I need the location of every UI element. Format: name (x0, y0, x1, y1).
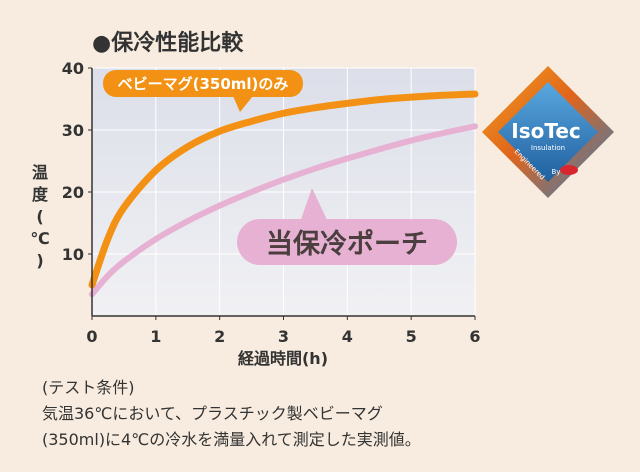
mug-callout-pointer (233, 96, 253, 112)
y-tick-label: 10 (62, 245, 84, 264)
pouch-callout-pointer (300, 188, 328, 222)
badge-sub: Insulation (531, 144, 565, 152)
y-tick-label: 20 (62, 183, 84, 202)
x-axis-label: 経過時間(h) (238, 349, 328, 368)
y-axis-label: 温度(℃) (30, 163, 49, 270)
mug-series-line (88, 90, 479, 289)
badge-diamond-inner (498, 82, 598, 182)
x-tick-label: 2 (214, 327, 225, 346)
pouch-series-line (89, 123, 478, 298)
x-tick-label: 4 (342, 327, 353, 346)
x-tick-label: 5 (406, 327, 417, 346)
x-tick-label: 0 (86, 327, 97, 346)
y-axis-ticks: 10 20 30 40 (62, 59, 92, 264)
badge-brand: IsoTec (511, 119, 581, 143)
isotec-badge: IsoTec Insulation Engineered By (482, 66, 614, 198)
chart-title: ●保冷性能比較 (92, 30, 244, 56)
x-axis-ticks: 0 1 2 3 4 5 6 (86, 316, 481, 346)
badge-logo-mark (560, 165, 578, 175)
pouch-series-label: 当保冷ポーチ (266, 229, 428, 260)
mug-callout-bubble (103, 70, 303, 97)
x-tick-label: 3 (278, 327, 289, 346)
test-conditions-line-2: (350ml)に4℃の冷水を満量入れて測定した実測値。 (42, 430, 421, 449)
y-tick-label: 40 (62, 59, 84, 78)
test-conditions-heading: (テスト条件) (42, 378, 135, 397)
series-layer (88, 90, 479, 298)
x-tick-label: 1 (150, 327, 161, 346)
mug-series-callout: ベビーマグ(350ml)のみ (103, 70, 303, 112)
y-tick-label: 30 (62, 121, 84, 140)
badge-by: By (552, 168, 561, 176)
x-tick-label: 6 (469, 327, 480, 346)
test-conditions-line-1: 気温36℃において、プラスチック製ベビーマグ (42, 404, 383, 423)
mug-series-label: ベビーマグ(350ml)のみ (118, 75, 289, 93)
grid (92, 67, 476, 316)
pouch-callout-bubble (237, 219, 457, 265)
pouch-series-callout: 当保冷ポーチ (237, 188, 457, 265)
